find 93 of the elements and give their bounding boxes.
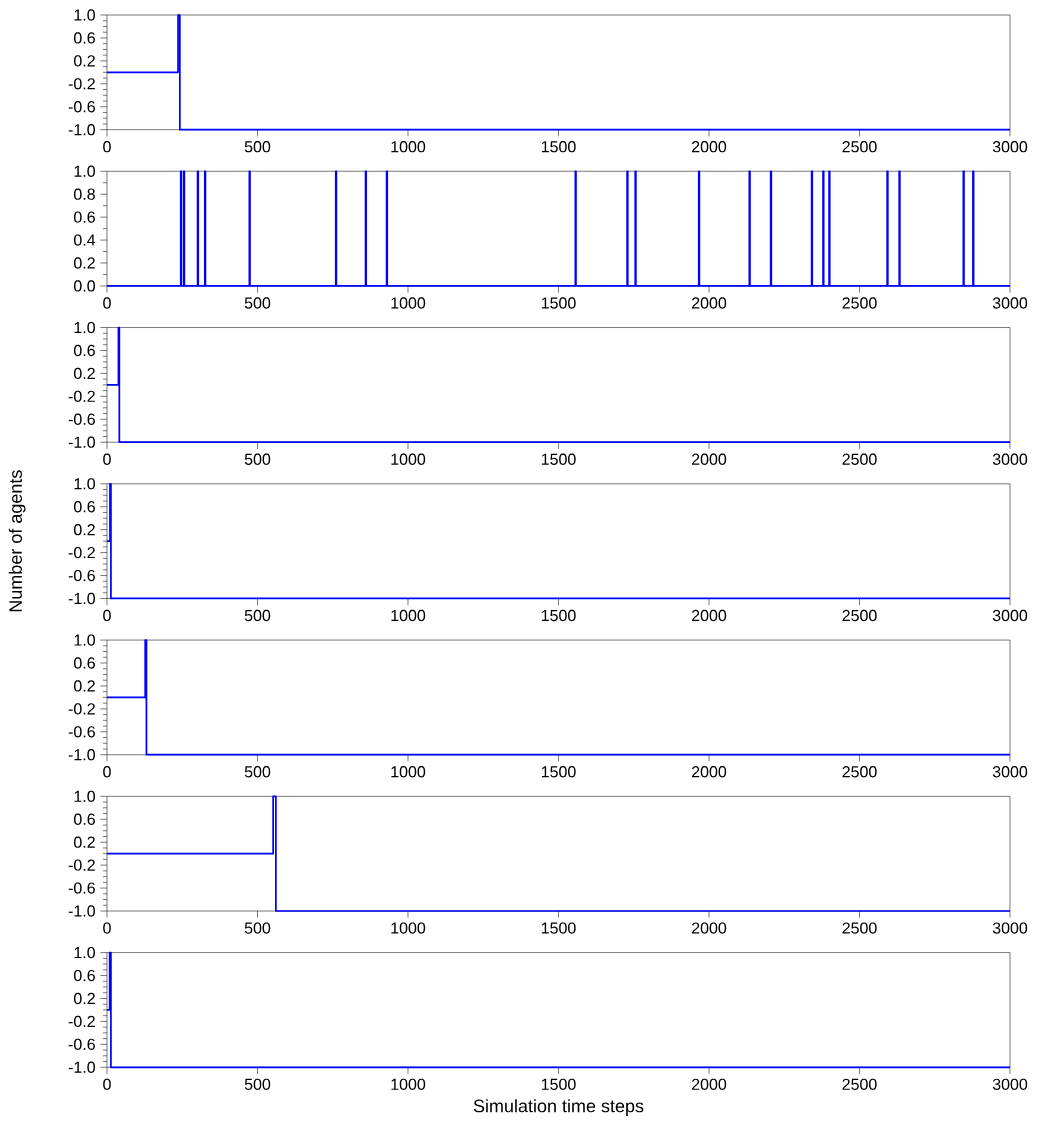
y-tick-label: -0.2 (68, 78, 95, 90)
x-tick-label: 1000 (391, 766, 426, 778)
y-tick-label: 0.6 (74, 657, 95, 669)
y-tick-label: -0.6 (68, 1038, 95, 1050)
x-tick-label: 1500 (541, 1078, 576, 1090)
y-tick-label: 1.0 (74, 790, 95, 802)
x-tick-label: 2500 (842, 609, 877, 622)
x-tick-label: 500 (244, 609, 271, 622)
y-tick-label: 0.6 (74, 344, 95, 357)
x-tick-label: 500 (244, 453, 271, 465)
y-tick-label: 1.0 (74, 634, 95, 646)
x-tick-label: 2500 (842, 922, 877, 934)
x-tick-label: 3000 (992, 922, 1028, 934)
x-tick-label: 1500 (541, 922, 576, 934)
y-tick-label: -0.6 (68, 413, 95, 425)
x-tick-label: 500 (244, 922, 271, 934)
x-tick-label: 0 (103, 1078, 111, 1090)
y-tick-label: -1.0 (68, 592, 95, 605)
y-tick-label: -1.0 (68, 124, 95, 136)
y-tick-label: -0.6 (68, 101, 95, 113)
y-tick-label: -0.6 (68, 726, 95, 738)
y-tick-label: 1.0 (74, 321, 95, 334)
y-tick-label: -1.0 (68, 436, 95, 448)
x-tick-label: 1000 (391, 922, 426, 934)
y-axis-title: Number of agents (8, 470, 26, 612)
y-tick-label: -1.0 (68, 905, 95, 917)
x-tick-label: 2500 (842, 766, 877, 778)
y-tick-label: 0.6 (74, 813, 95, 825)
x-tick-label: 2000 (691, 297, 727, 309)
x-tick-label: 2000 (691, 922, 727, 934)
y-tick-label: 0.6 (74, 32, 95, 44)
y-tick-label: -0.2 (68, 859, 95, 871)
y-tick-label: 0.2 (74, 680, 95, 692)
x-tick-label: 1000 (391, 141, 426, 153)
x-tick-label: 2000 (691, 141, 727, 153)
x-tick-label: 3000 (992, 141, 1028, 153)
y-tick-label: -0.6 (68, 569, 95, 582)
x-tick-label: 0 (103, 922, 111, 934)
y-tick-label: -1.0 (68, 749, 95, 761)
x-tick-label: 500 (244, 297, 271, 309)
y-tick-label: -0.2 (68, 390, 95, 402)
y-tick-label: 0.2 (74, 992, 95, 1005)
y-tick-label: 0.8 (74, 188, 95, 200)
x-tick-label: 1000 (391, 297, 426, 309)
y-tick-label: 1.0 (74, 946, 95, 959)
y-tick-label: 0.2 (74, 524, 95, 536)
y-tick-label: 0.2 (74, 367, 95, 380)
x-tick-label: 1000 (391, 453, 426, 465)
x-tick-label: 3000 (992, 766, 1028, 778)
y-tick-label: -0.2 (68, 546, 95, 559)
x-tick-label: 500 (244, 766, 271, 778)
x-tick-label: 2000 (691, 609, 727, 622)
y-tick-label: 0.4 (74, 234, 96, 246)
x-tick-label: 1500 (541, 141, 576, 153)
x-tick-label: 2500 (842, 141, 877, 153)
x-tick-label: 0 (103, 297, 111, 309)
y-tick-label: -0.2 (68, 703, 95, 715)
y-tick-label: -1.0 (68, 1061, 95, 1073)
x-tick-label: 500 (244, 141, 271, 153)
y-tick-label: 1.0 (74, 9, 95, 21)
y-tick-label: 1.0 (74, 478, 95, 490)
x-tick-label: 3000 (992, 1078, 1028, 1090)
x-tick-label: 2000 (691, 453, 727, 465)
x-axis-title: Simulation time steps (473, 1099, 644, 1116)
x-tick-label: 1500 (541, 609, 576, 622)
x-tick-label: 2500 (842, 453, 877, 465)
y-tick-label: 0.2 (74, 257, 95, 269)
x-tick-label: 0 (103, 609, 111, 622)
y-tick-label: 0.2 (74, 836, 95, 848)
x-tick-label: 1000 (391, 1078, 426, 1090)
y-tick-label: -0.6 (68, 882, 95, 894)
x-tick-label: 3000 (992, 453, 1028, 465)
x-tick-label: 0 (103, 141, 111, 153)
y-tick-label: 1.0 (74, 165, 95, 177)
x-tick-label: 1500 (541, 766, 576, 778)
y-tick-label: 0.6 (74, 211, 95, 223)
x-tick-label: 2500 (842, 297, 877, 309)
y-tick-label: 0.6 (74, 969, 95, 982)
y-tick-label: 0.0 (74, 280, 95, 292)
x-tick-label: 500 (244, 1078, 271, 1090)
x-tick-label: 2000 (691, 766, 727, 778)
x-tick-label: 0 (103, 766, 111, 778)
x-tick-label: 1500 (541, 453, 576, 465)
y-tick-label: -0.2 (68, 1015, 95, 1028)
y-tick-label: 0.6 (74, 501, 95, 513)
y-tick-label: 0.2 (74, 55, 95, 67)
x-tick-label: 1500 (541, 297, 576, 309)
x-tick-label: 3000 (992, 297, 1028, 309)
x-tick-label: 1000 (391, 609, 426, 622)
x-tick-label: 2000 (691, 1078, 727, 1090)
x-tick-label: 0 (103, 453, 111, 465)
x-tick-label: 3000 (992, 609, 1028, 622)
x-tick-label: 2500 (842, 1078, 877, 1090)
